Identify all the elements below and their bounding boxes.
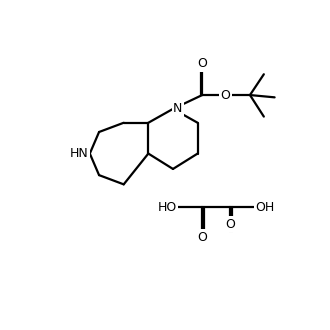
Text: HO: HO [158,201,177,214]
Text: N: N [173,102,182,115]
Text: O: O [197,57,207,70]
Text: O: O [197,231,207,244]
Text: HN: HN [70,147,88,160]
Text: OH: OH [255,201,275,214]
Text: O: O [220,88,230,102]
Text: O: O [225,217,235,231]
